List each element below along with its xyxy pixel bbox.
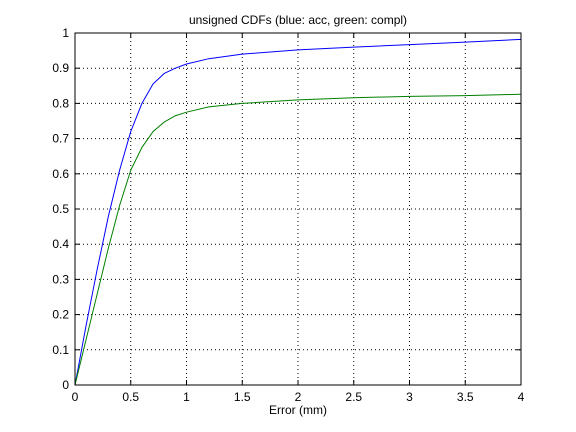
grid-lines (75, 33, 521, 385)
x-tick-label: 4 (518, 390, 525, 404)
y-tick-label: 1 (62, 26, 69, 40)
x-axis-label: Error (mm) (269, 403, 327, 417)
y-tick-labels: 0 0.1 0.2 0.3 0.4 0.5 0.6 0.7 0.8 0.9 1 (52, 26, 69, 392)
y-tick-label: 0.2 (52, 308, 69, 322)
x-tick-label: 3 (406, 390, 413, 404)
y-tick-label: 0.8 (52, 96, 69, 110)
y-tick-label: 0.5 (52, 202, 69, 216)
series-line-green (74, 93, 522, 386)
y-tick-label: 0.3 (52, 272, 69, 286)
series-line-blue (74, 38, 522, 386)
y-tick-label: 0.4 (52, 237, 69, 251)
chart-title: unsigned CDFs (blue: acc, green: compl) (189, 13, 407, 27)
x-tick-labels: 0 0.5 1 1.5 2 2.5 3 3.5 4 (72, 390, 525, 404)
x-tick-label: 3.5 (457, 390, 474, 404)
x-tick-label: 2.5 (345, 390, 362, 404)
x-tick-label: 1.5 (234, 390, 251, 404)
series-lines (74, 38, 522, 386)
axis-ticks (74, 32, 522, 386)
y-tick-label: 0.7 (52, 132, 69, 146)
y-tick-label: 0.6 (52, 167, 69, 181)
y-tick-label: 0.9 (52, 61, 69, 75)
x-tick-label: 2 (295, 390, 302, 404)
y-tick-label: 0.1 (52, 343, 69, 357)
x-tick-label: 0.5 (122, 390, 139, 404)
y-tick-label: 0 (62, 378, 69, 392)
x-tick-label: 1 (183, 390, 190, 404)
x-tick-label: 0 (72, 390, 79, 404)
